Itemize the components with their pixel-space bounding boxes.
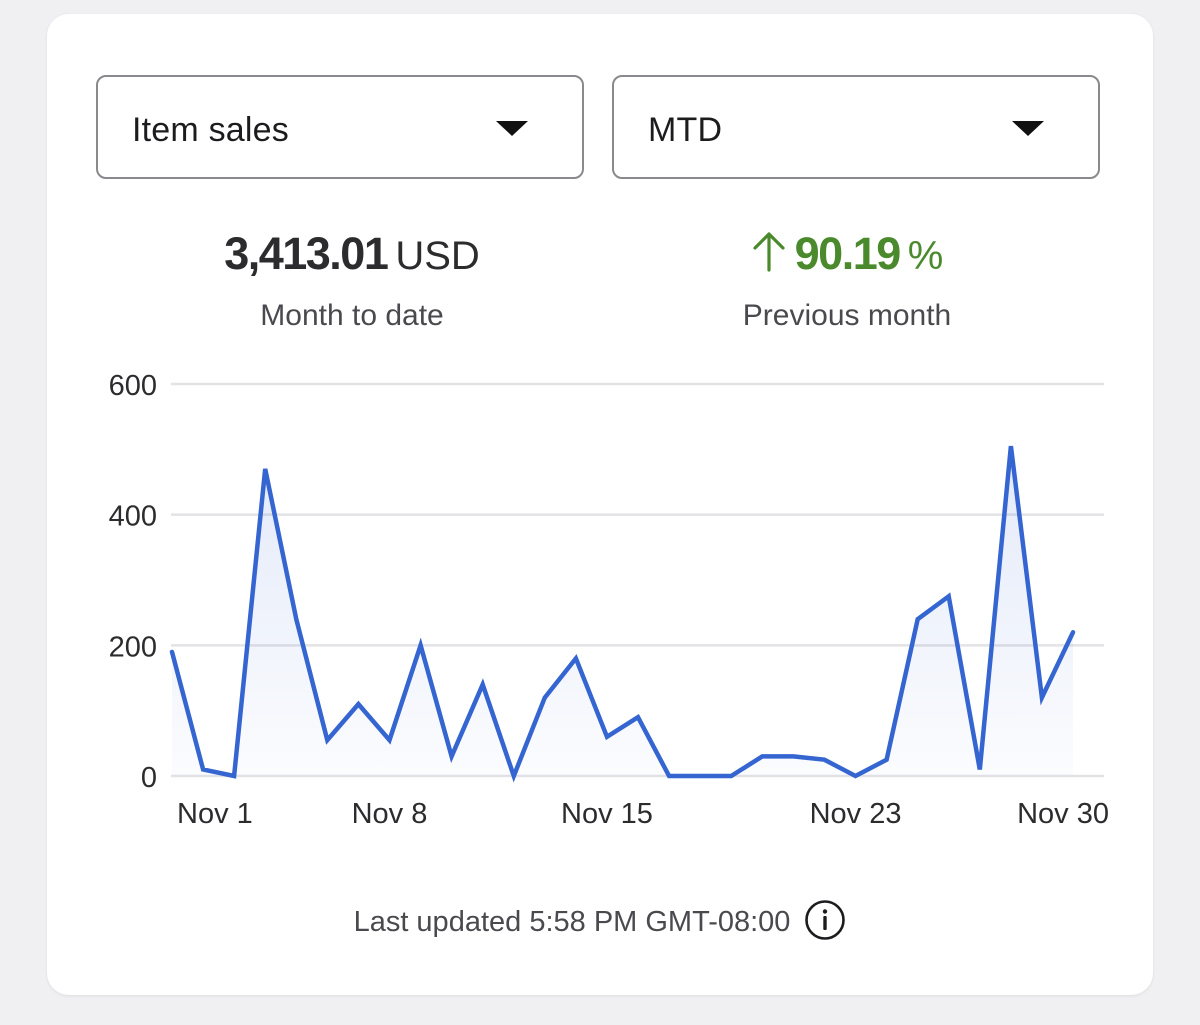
data-point-nov-24[interactable]	[878, 751, 896, 769]
amount-unit: USD	[395, 234, 480, 278]
data-point-nov-3[interactable]	[225, 767, 243, 785]
data-point-nov-22[interactable]	[815, 751, 833, 769]
data-point-nov-28[interactable]	[1002, 437, 1020, 455]
data-point-nov-1[interactable]	[163, 643, 181, 661]
data-point-nov-2[interactable]	[194, 760, 212, 778]
series-line	[169, 445, 1076, 783]
data-point-nov-11[interactable]	[474, 676, 492, 694]
y-tick-label: 400	[109, 501, 157, 533]
data-point-nov-17[interactable]	[660, 767, 678, 785]
info-icon[interactable]	[804, 899, 846, 949]
data-point-nov-8[interactable]	[380, 731, 398, 749]
data-point-nov-26[interactable]	[940, 587, 958, 605]
metric-dropdown[interactable]: Item sales	[96, 75, 584, 179]
data-point-nov-13[interactable]	[536, 689, 554, 707]
caret-down-icon	[496, 121, 528, 136]
change-caption: Previous month	[742, 299, 952, 332]
caret-down-icon	[1012, 121, 1044, 136]
amount-caption: Month to date	[260, 299, 444, 332]
data-point-nov-27[interactable]	[971, 760, 989, 778]
amount-stat: 3,413.01 USD	[107, 228, 597, 280]
x-tick-label: Nov 15	[561, 798, 653, 830]
y-tick-label: 0	[141, 762, 157, 794]
data-point-nov-21[interactable]	[784, 747, 802, 765]
data-point-nov-15[interactable]	[598, 728, 616, 746]
y-tick-label: 600	[109, 370, 157, 402]
data-point-nov-25[interactable]	[909, 610, 927, 628]
data-point-nov-30[interactable]	[1064, 623, 1082, 641]
change-unit: %	[907, 234, 944, 278]
x-tick-label: Nov 8	[352, 798, 428, 830]
data-point-nov-19[interactable]	[722, 767, 740, 785]
data-point-nov-20[interactable]	[753, 747, 771, 765]
data-point-nov-23[interactable]	[847, 767, 865, 785]
data-point-nov-6[interactable]	[318, 731, 336, 749]
arrow-up-icon	[751, 230, 787, 277]
sales-card: Item sales MTD 3,413.01 USD Month to date…	[47, 14, 1153, 995]
x-tick-label: Nov 23	[810, 798, 902, 830]
data-point-nov-29[interactable]	[1033, 689, 1051, 707]
x-tick-label: Nov 30	[1017, 798, 1109, 830]
last-updated-text: Last updated 5:58 PM GMT-08:00	[353, 906, 791, 938]
metric-dropdown-value: Item sales	[132, 111, 289, 149]
data-point-nov-12[interactable]	[505, 767, 523, 785]
data-point-nov-5[interactable]	[287, 610, 305, 628]
data-point-nov-16[interactable]	[629, 708, 647, 726]
data-point-nov-9[interactable]	[412, 636, 430, 654]
y-tick-label: 200	[109, 631, 157, 663]
amount-value: 3,413.01	[224, 228, 389, 279]
last-updated-row: Last updated 5:58 PM GMT-08:00	[47, 899, 1153, 949]
data-point-nov-7[interactable]	[349, 695, 367, 713]
change-stat: 90.19%	[602, 228, 1092, 280]
data-point-nov-14[interactable]	[567, 649, 585, 667]
period-dropdown[interactable]: MTD	[612, 75, 1100, 179]
change-value: 90.19	[794, 228, 902, 279]
period-dropdown-value: MTD	[648, 111, 723, 149]
x-tick-label: Nov 1	[177, 798, 253, 830]
data-point-nov-18[interactable]	[691, 767, 709, 785]
data-point-nov-4[interactable]	[256, 460, 274, 478]
data-point-nov-10[interactable]	[443, 747, 461, 765]
sales-line-chart: 0 200 400 600 Nov 1 Nov 8 Nov 15 Nov 23 Nov 30	[109, 370, 1109, 830]
